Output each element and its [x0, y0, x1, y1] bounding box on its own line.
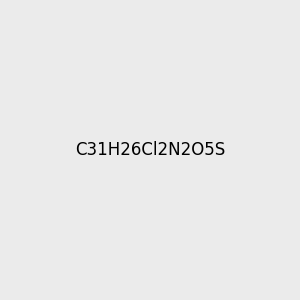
Text: C31H26Cl2N2O5S: C31H26Cl2N2O5S [75, 141, 225, 159]
